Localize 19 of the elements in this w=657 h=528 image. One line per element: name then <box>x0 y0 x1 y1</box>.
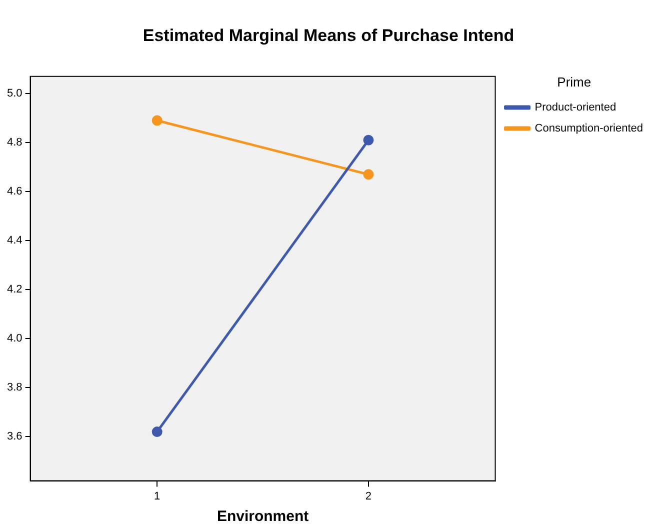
y-tick-label: 4.2 <box>6 284 22 296</box>
legend-label: Consumption-oriented <box>534 122 644 135</box>
chart-title: Estimated Marginal Means of Purchase Intend <box>142 26 514 45</box>
y-tick-label: 3.6 <box>6 430 22 443</box>
x-tick-label: 2 <box>365 490 372 502</box>
y-tick-label: 4.6 <box>6 186 22 198</box>
point <box>363 134 374 146</box>
legend-label: Product-oriented <box>534 102 616 114</box>
y-tick-label: 3.8 <box>6 382 22 394</box>
y-tick-label: 5.0 <box>6 88 22 100</box>
x-axis-title: Environment <box>216 508 309 526</box>
point <box>152 426 162 438</box>
y-tick-label: 4.0 <box>6 332 22 345</box>
point <box>152 115 162 126</box>
point <box>363 169 374 180</box>
y-tick-label: 4.4 <box>6 234 22 247</box>
x-tick-label: 1 <box>154 490 160 502</box>
y-tick-label: 4.8 <box>6 136 22 149</box>
legend-title: Prime <box>557 74 592 90</box>
